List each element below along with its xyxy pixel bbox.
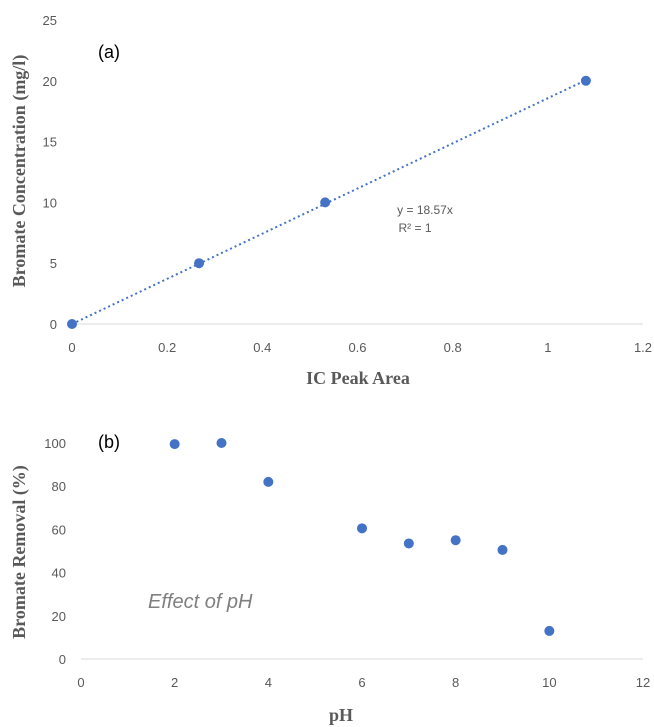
chart-a-x-tick-label: 0.2 [158,340,176,355]
chart-b-data-point [263,476,274,487]
chart-b-data-point [403,538,414,549]
chart-b-x-tick-label: 2 [171,675,178,690]
chart-a-y-tick-label: 5 [50,256,57,271]
chart-a-equation: y = 18.57x [397,203,453,217]
chart-b-x-tick-label: 10 [542,675,556,690]
chart-a-x-tick-label: 0.4 [253,340,271,355]
chart-a-y-tick-label: 10 [43,195,57,210]
chart-b-x-tick-label: 4 [265,675,272,690]
chart-b-y-axis-title: Bromate Removal (%) [9,465,30,639]
chart-b-data-point [450,535,461,546]
chart-a-x-tick-label: 0.6 [348,340,366,355]
chart-a-r-squared: R² = 1 [398,221,431,235]
chart-a-x-tick-label: 0 [68,340,75,355]
chart-b-y-tick-label: 60 [52,522,66,537]
chart-b-panel-label: (b) [98,432,120,452]
chart-a-panel-label: (a) [98,42,120,62]
chart-a-x-ticks: 0 0.2 0.4 0.6 0.8 1 1.2 [68,340,652,355]
chart-b-y-tick-label: 100 [44,436,66,451]
chart-a-x-tick-label: 1.2 [634,340,652,355]
chart-a-y-tick-label: 15 [43,135,57,150]
chart-b-x-tick-label: 12 [636,675,650,690]
chart-b-y-tick-label: 40 [52,566,66,581]
chart-b-data-point [497,544,508,555]
chart-b-y-tick-label: 0 [59,652,66,667]
chart-a-data-point [67,319,77,329]
chart-a-y-axis-title: Bromate Concentration (mg/l) [9,55,30,288]
chart-b-y-tick-label: 80 [52,479,66,494]
chart-a-data-point [320,197,331,208]
chart-b-points [169,438,555,636]
chart-a-x-tick-label: 1 [544,340,551,355]
chart-a-x-axis-title: IC Peak Area [306,368,410,388]
chart-b-y-tick-label: 20 [52,609,66,624]
chart-b-annotation: Effect of pH [148,591,253,613]
chart-a-data-point [194,258,205,269]
chart-b-x-tick-label: 6 [358,675,365,690]
chart-a-y-tick-label: 20 [43,74,57,89]
chart-b-data-point [357,523,367,534]
chart-b-data-point [169,439,180,450]
chart-b-x-axis-title: pH [329,705,353,725]
chart-b-y-ticks: 0 20 40 60 80 100 [44,436,66,667]
chart-a-y-tick-label: 25 [43,13,57,28]
chart-a-data-point [580,75,591,86]
chart-a-y-tick-label: 0 [50,317,57,332]
chart-a-y-ticks: 0 5 10 15 20 25 [43,13,57,332]
chart-a: 0 0.2 0.4 0.6 0.8 1 1.2 0 5 10 15 20 25 (a) y = 18.… [9,13,652,388]
chart-a-points [67,75,591,329]
chart-b-x-tick-label: 0 [77,675,84,690]
chart-b-data-point [544,625,555,636]
chart-a-x-tick-label: 0.8 [444,340,462,355]
chart-b-x-tick-label: 8 [452,675,459,690]
chart-b-data-point [216,438,227,448]
chart-b-x-ticks: 0 2 4 6 8 10 12 [77,675,650,690]
